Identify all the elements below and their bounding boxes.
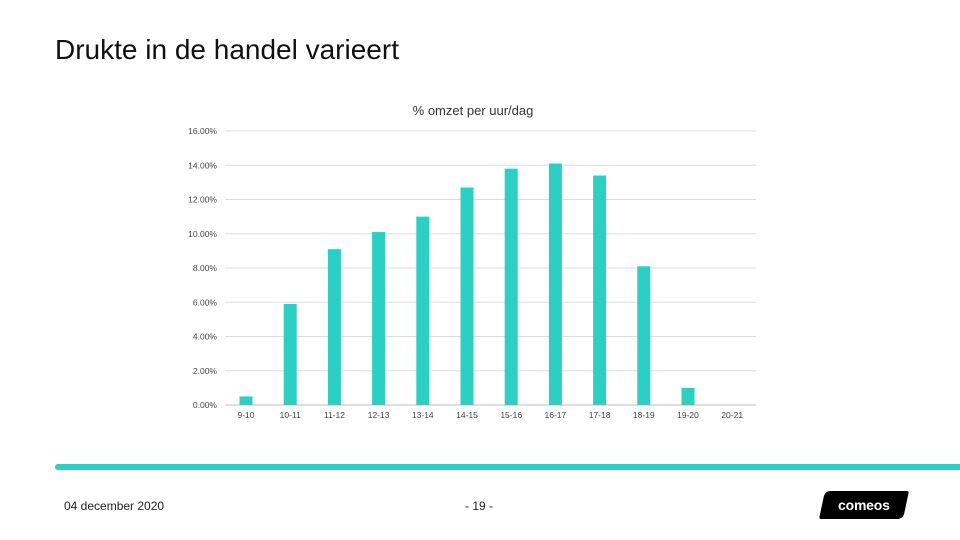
bar-18-19 [637,266,651,405]
slide-title: Drukte in de handel varieert [55,34,399,65]
y-tick-label: 16.00% [188,126,217,136]
x-tick-label: 15-16 [500,410,522,420]
y-tick-label: 12.00% [188,195,217,205]
x-tick-label: 20-21 [721,410,743,420]
footer-date: 04 december 2020 [64,499,165,513]
x-tick-label: 11-12 [324,410,345,420]
x-tick-label: 12-13 [368,410,390,420]
y-tick-label: 10.00% [188,229,217,239]
x-tick-label: 13-14 [412,410,434,420]
y-tick-label: 8.00% [193,263,218,273]
x-tick-label: 19-20 [677,410,699,420]
y-tick-label: 6.00% [193,297,218,307]
bar-9-10 [239,396,253,405]
x-tick-label: 10-11 [280,410,301,420]
bar-16-17 [548,163,562,405]
footer-divider [55,464,960,470]
x-tick-label: 9-10 [237,410,254,420]
bar-15-16 [504,168,518,405]
x-tick-label: 16-17 [545,410,567,420]
chart-title: % omzet per uur/dag [413,103,534,118]
page-number: - 19 - [465,499,494,513]
gridlines [225,130,756,406]
bar-13-14 [416,216,430,405]
bar-10-11 [283,303,297,405]
x-tick-label: 14-15 [456,410,478,420]
comeos-logo: comeos [819,491,909,519]
x-axis-ticks: 9-10 10-11 11-12 12-13 13-14 14-15 15-16 16-17 1… [237,410,743,420]
y-tick-label: 4.00% [193,332,218,342]
y-tick-label: 14.00% [188,160,217,170]
bars [239,163,695,405]
y-tick-label: 0.00% [193,400,218,410]
bar-17-18 [593,175,607,405]
x-tick-label: 18-19 [633,410,655,420]
bar-11-12 [327,249,341,405]
y-axis-ticks: 0.00% 2.00% 4.00% 6.00% 8.00% 10.00% 12.00% 14.… [188,126,217,410]
logo-text: comeos [838,497,890,513]
bar-12-13 [372,232,386,405]
bar-14-15 [460,187,474,405]
y-tick-label: 2.00% [193,366,218,376]
x-tick-label: 17-18 [589,410,611,420]
bar-19-20 [681,387,695,405]
